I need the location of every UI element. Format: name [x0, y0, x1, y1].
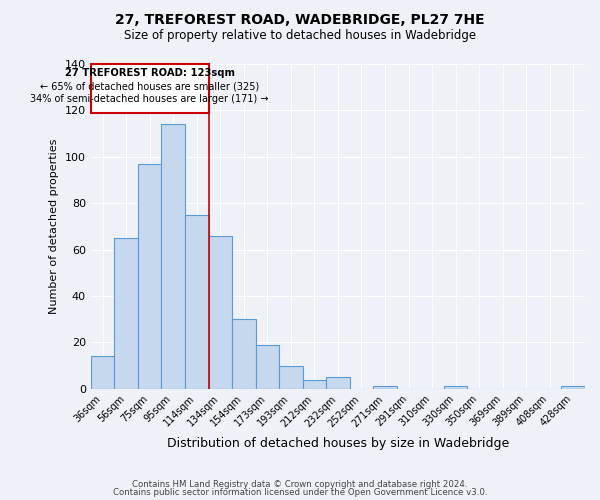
Bar — [444, 386, 467, 389]
Bar — [138, 164, 161, 389]
Text: Contains HM Land Registry data © Crown copyright and database right 2024.: Contains HM Land Registry data © Crown c… — [132, 480, 468, 489]
Bar — [161, 124, 185, 389]
Text: 27, TREFOREST ROAD, WADEBRIDGE, PL27 7HE: 27, TREFOREST ROAD, WADEBRIDGE, PL27 7HE — [115, 12, 485, 26]
Bar — [326, 377, 350, 389]
FancyBboxPatch shape — [91, 64, 209, 112]
Text: Contains public sector information licensed under the Open Government Licence v3: Contains public sector information licen… — [113, 488, 487, 497]
Bar — [232, 319, 256, 389]
Y-axis label: Number of detached properties: Number of detached properties — [49, 138, 59, 314]
Bar — [185, 215, 209, 389]
Text: Size of property relative to detached houses in Wadebridge: Size of property relative to detached ho… — [124, 29, 476, 42]
Bar — [256, 344, 279, 389]
Bar — [279, 366, 302, 389]
Text: 27 TREFOREST ROAD: 123sqm: 27 TREFOREST ROAD: 123sqm — [65, 68, 235, 78]
Bar — [562, 386, 585, 389]
Bar — [91, 356, 115, 389]
X-axis label: Distribution of detached houses by size in Wadebridge: Distribution of detached houses by size … — [167, 437, 509, 450]
Text: ← 65% of detached houses are smaller (325): ← 65% of detached houses are smaller (32… — [40, 81, 259, 91]
Bar — [115, 238, 138, 389]
Text: 34% of semi-detached houses are larger (171) →: 34% of semi-detached houses are larger (… — [31, 94, 269, 104]
Bar — [373, 386, 397, 389]
Bar — [209, 236, 232, 389]
Bar — [302, 380, 326, 389]
